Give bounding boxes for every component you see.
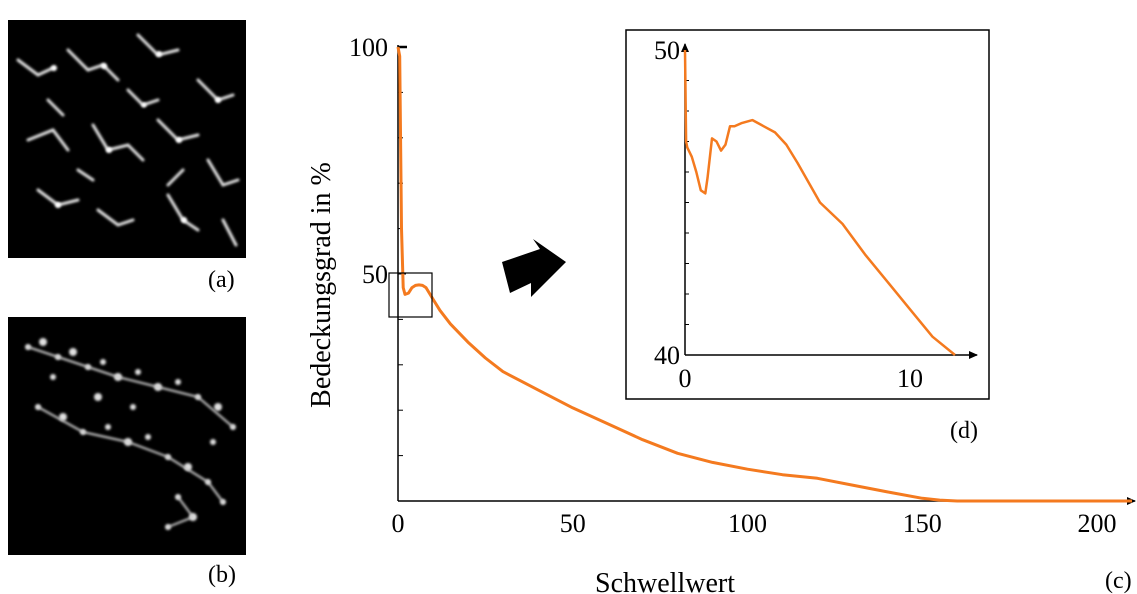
zoom-arrow-icon bbox=[502, 239, 566, 297]
inset-frame bbox=[625, 29, 990, 400]
micrograph-b bbox=[8, 317, 246, 555]
y-tick-label: 100 bbox=[349, 33, 388, 62]
y-axis-label: Bedeckungsgrad in % bbox=[306, 162, 337, 408]
inset-x-tick-label: 10 bbox=[897, 364, 923, 393]
x-tick-label: 150 bbox=[903, 509, 942, 538]
zoom-region-box bbox=[388, 272, 433, 318]
x-tick-label: 100 bbox=[728, 509, 767, 538]
inset-x-tick-label: 0 bbox=[679, 364, 692, 393]
x-axis-label: Schwellwert bbox=[595, 568, 735, 594]
inset-tick-labels: 0 10 40 50 bbox=[654, 36, 923, 393]
coverage-curve bbox=[396, 46, 1132, 503]
inset-y-tick-label: 40 bbox=[654, 341, 680, 370]
inset-y-tick-label: 50 bbox=[654, 36, 680, 65]
caption-d: (d) bbox=[950, 418, 978, 444]
x-tick-label: 200 bbox=[1078, 509, 1117, 538]
micrograph-a-texture bbox=[16, 33, 240, 247]
x-tick-label: 0 bbox=[392, 509, 405, 538]
micrograph-b-texture bbox=[25, 338, 236, 530]
micrograph-a bbox=[8, 20, 246, 258]
x-tick-label: 50 bbox=[560, 509, 586, 538]
caption-b: (b) bbox=[208, 562, 236, 588]
y-tick-label: 50 bbox=[362, 260, 388, 289]
inset-coverage-curve bbox=[683, 49, 956, 356]
caption-a: (a) bbox=[208, 267, 235, 293]
caption-c: (c) bbox=[1105, 568, 1132, 594]
